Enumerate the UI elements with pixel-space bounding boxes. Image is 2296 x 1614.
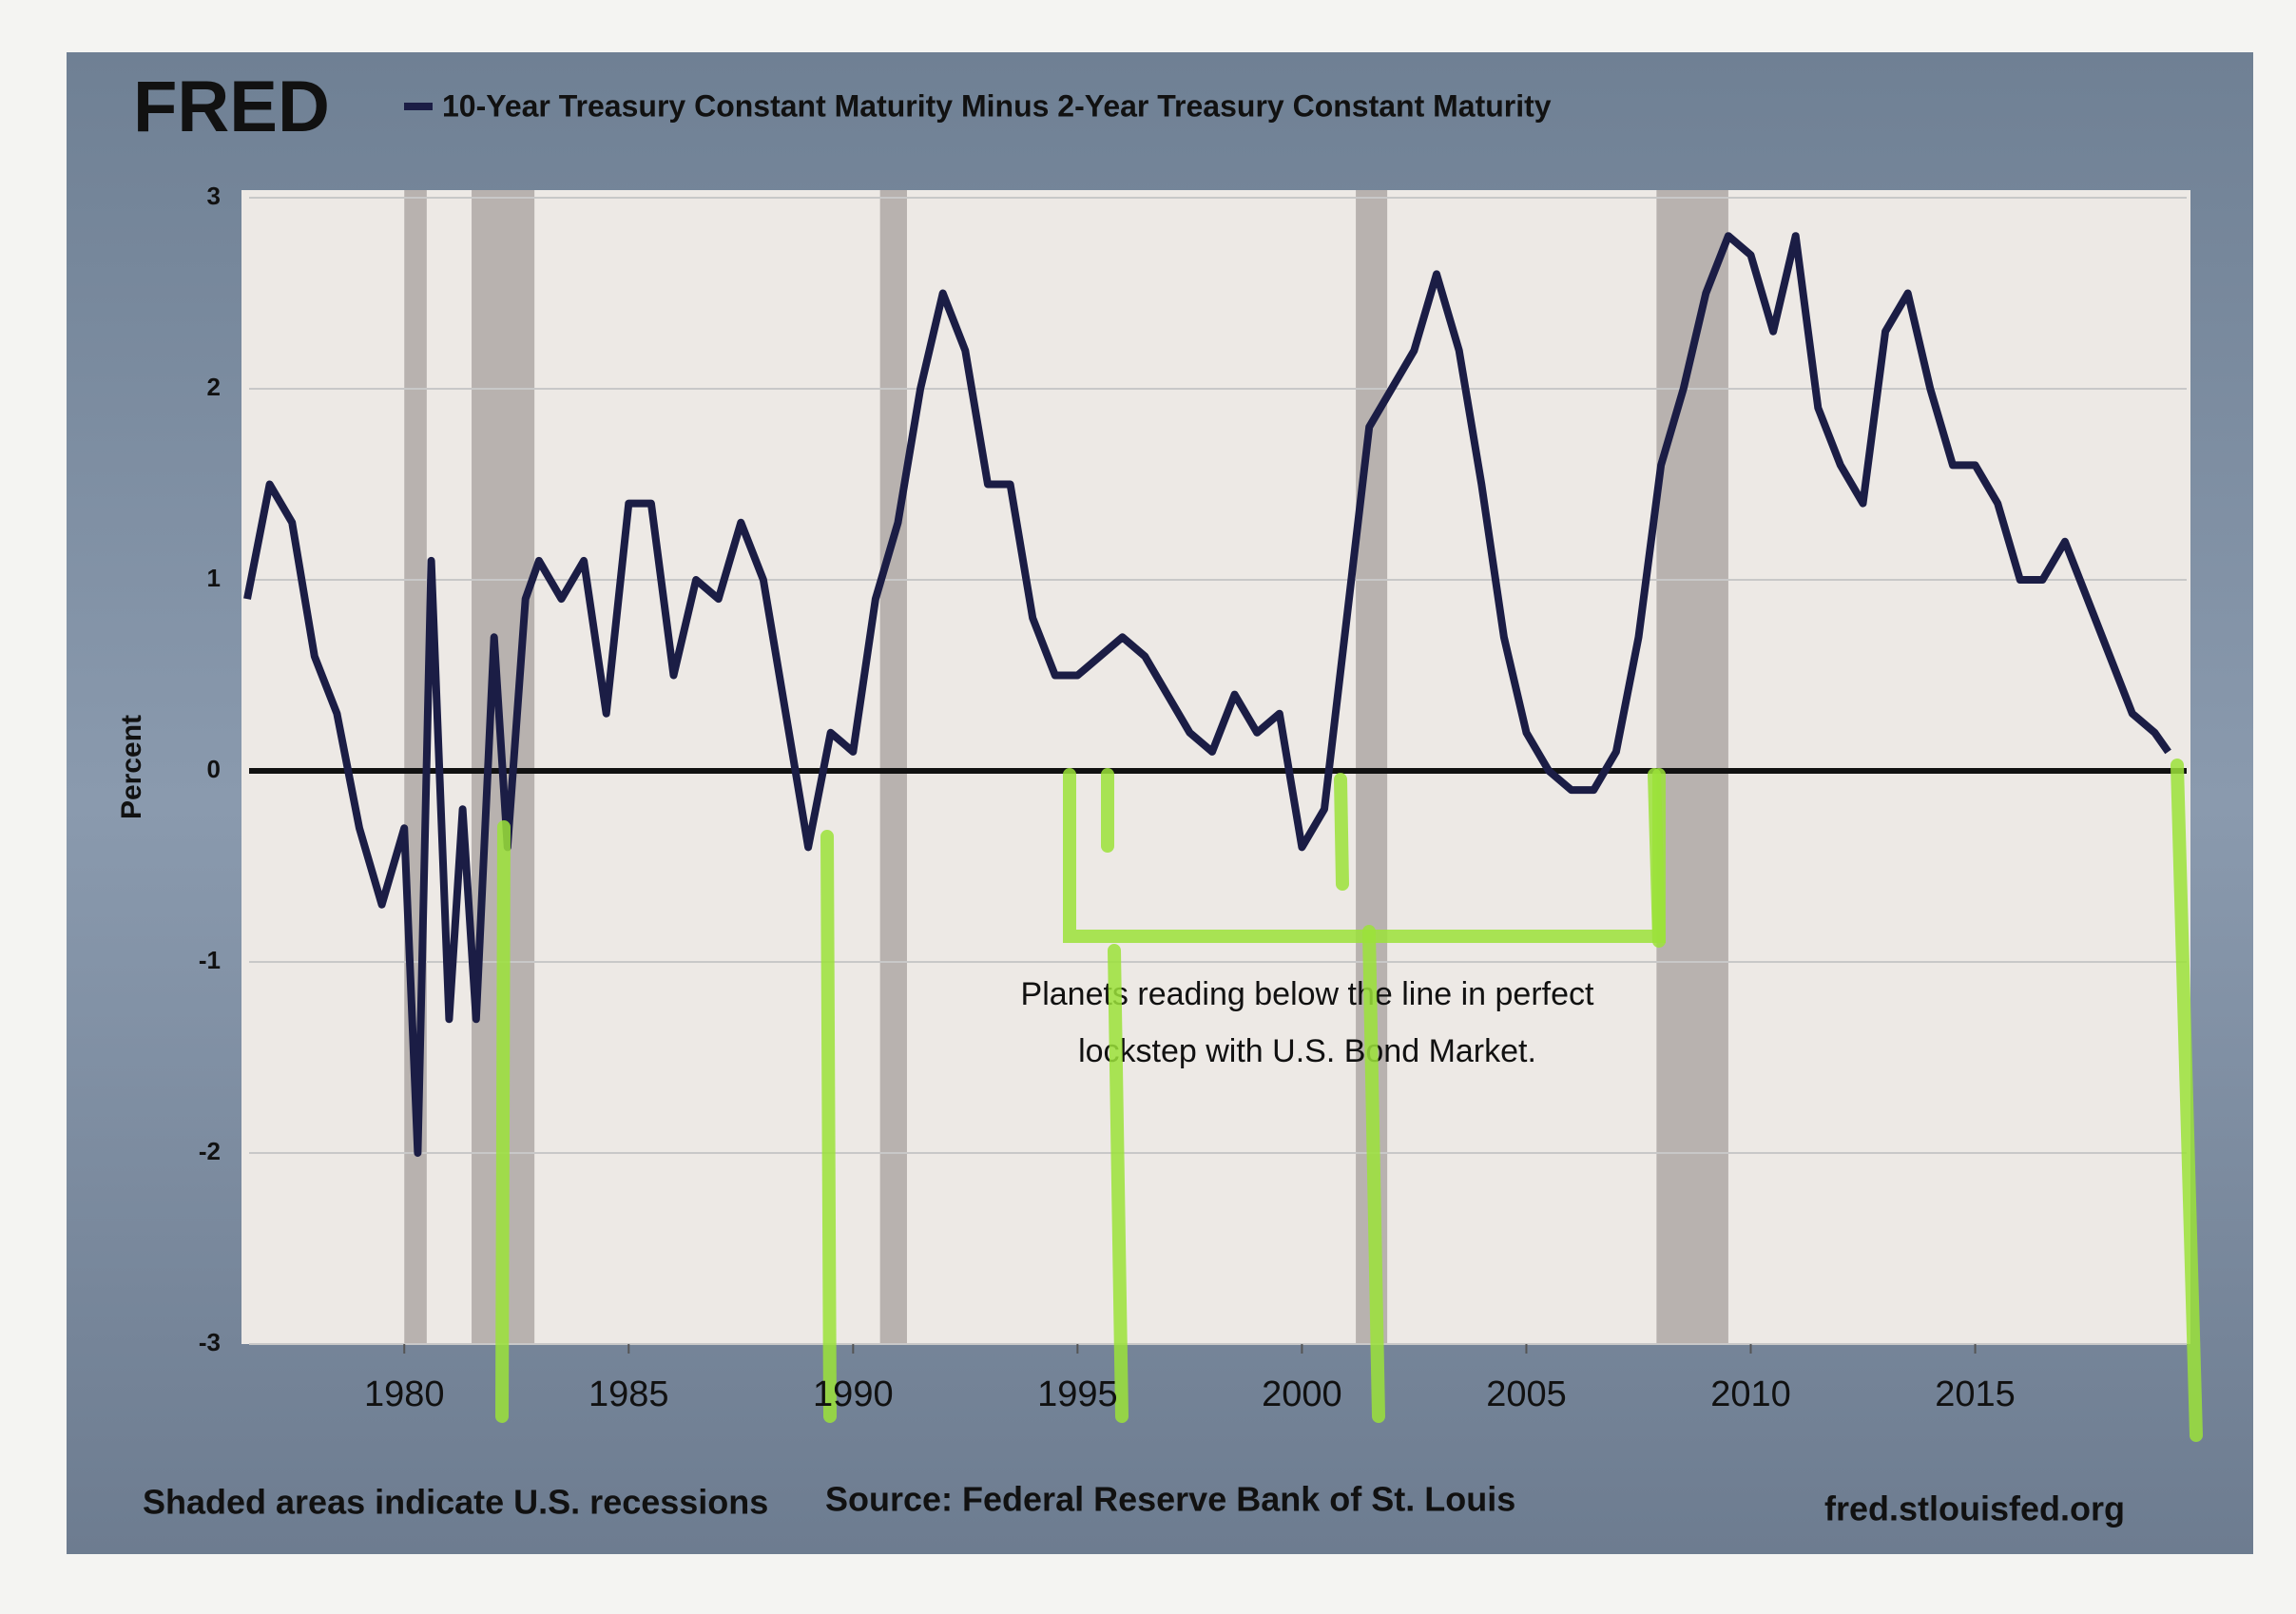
x-tick-label: 2010 xyxy=(1710,1374,1791,1414)
footer-right: fred.stlouisfed.org xyxy=(1824,1489,2125,1528)
x-tick-label: 1990 xyxy=(813,1374,894,1414)
x-tick-label: 1995 xyxy=(1037,1374,1118,1414)
recession-band xyxy=(879,190,907,1344)
y-tick-label: -3 xyxy=(199,1328,221,1356)
logo: FRED xyxy=(133,67,330,147)
footer-left: Shaded areas indicate U.S. recessions xyxy=(143,1483,768,1522)
y-tick-label: 2 xyxy=(207,373,221,401)
y-tick-label: 1 xyxy=(207,564,221,592)
annotation: lockstep with U.S. Bond Market. xyxy=(1078,1033,1536,1069)
x-tick-label: 2000 xyxy=(1262,1374,1342,1414)
x-tick-label: 2015 xyxy=(1935,1374,2016,1414)
data-line xyxy=(243,232,2171,1157)
y-tick-label: 3 xyxy=(207,182,221,210)
legend-label: 10-Year Treasury Constant Maturity Minus… xyxy=(442,88,1552,123)
footer-center: Source: Federal Reserve Bank of St. Loui… xyxy=(825,1480,1515,1519)
x-tick-label: 1980 xyxy=(364,1374,445,1414)
y-tick-label: -2 xyxy=(199,1137,221,1165)
recession-band xyxy=(1656,190,1728,1344)
annotation: Planets reading below the line in perfec… xyxy=(1021,976,1594,1012)
x-tick-label: 2005 xyxy=(1486,1374,1567,1414)
plot-area xyxy=(241,190,2190,1344)
y-axis-label: Percent xyxy=(116,715,147,819)
x-tick-label: 1985 xyxy=(588,1374,669,1414)
y-tick-label: -1 xyxy=(199,946,221,974)
y-tick-label: 0 xyxy=(207,755,221,783)
highlights xyxy=(495,759,2203,1442)
